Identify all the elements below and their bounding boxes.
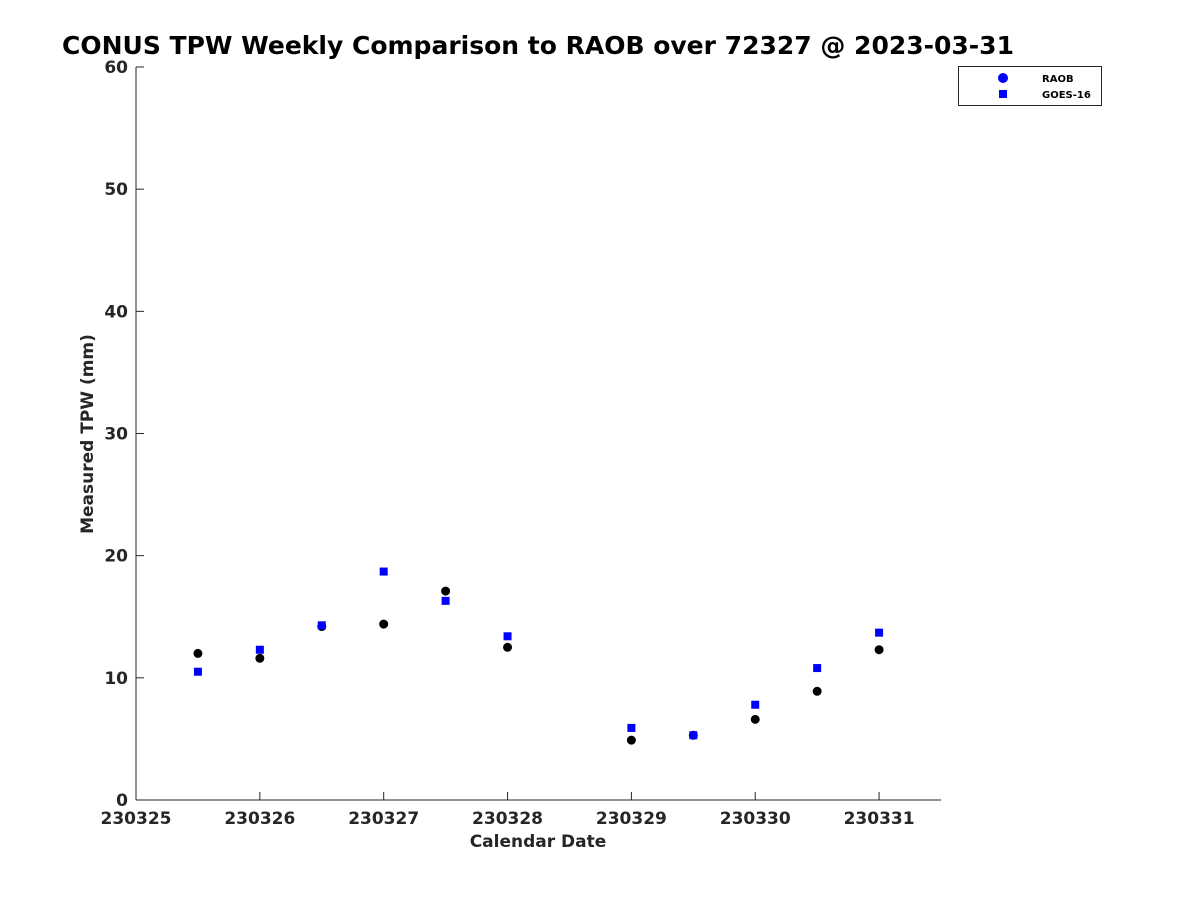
y-ticks: 0 10 20 30 40 50 60	[104, 58, 144, 811]
x-tick-label: 230326	[224, 809, 295, 829]
raob-point	[626, 735, 636, 745]
legend-label-raob: RAOB	[1042, 74, 1074, 85]
goes-16-point	[627, 723, 636, 732]
y-axis-label: Measured TPW (mm)	[78, 334, 98, 534]
goes-16-point	[193, 667, 202, 676]
x-tick-label: 230329	[596, 809, 667, 829]
goes-16-point	[317, 621, 326, 630]
chart-title: CONUS TPW Weekly Comparison to RAOB over…	[62, 31, 1014, 60]
goes-16-point	[751, 700, 760, 709]
legend-label-goes-16: GOES-16	[1042, 90, 1091, 101]
goes-16-point	[689, 731, 698, 740]
y-tick-label: 20	[104, 547, 128, 567]
y-tick-label: 0	[116, 791, 128, 811]
goes-16-point	[255, 645, 264, 654]
x-tick-label: 230330	[720, 809, 791, 829]
raob-point	[750, 714, 760, 724]
legend-marker-goes-16	[999, 90, 1007, 98]
raob-point	[812, 686, 822, 696]
x-tick-label: 230331	[844, 809, 915, 829]
raob-point	[503, 642, 513, 652]
raob-point	[255, 653, 265, 663]
legend-marker-raob	[998, 73, 1008, 83]
goes-16-point	[875, 628, 884, 637]
raob-point	[193, 648, 203, 658]
raob-point	[379, 619, 389, 629]
y-tick-label: 60	[104, 58, 128, 78]
goes-16-point	[441, 596, 450, 605]
x-ticks: 230325 230326 230327 230328 230329 230330 2303…	[101, 792, 915, 829]
x-tick-label: 230328	[472, 809, 543, 829]
raob-point	[441, 586, 451, 596]
y-tick-label: 50	[104, 180, 128, 200]
x-tick-label: 230327	[348, 809, 419, 829]
legend: RAOB GOES-16	[958, 66, 1102, 106]
legend-box	[958, 66, 1102, 106]
goes-16-point	[379, 567, 388, 576]
y-tick-label: 40	[104, 302, 128, 322]
y-tick-label: 10	[104, 669, 128, 689]
goes-16-point	[503, 632, 512, 641]
x-tick-label: 230325	[101, 809, 172, 829]
raob-point	[874, 645, 884, 655]
data-points	[193, 567, 884, 745]
x-axis-label: Calendar Date	[470, 832, 607, 852]
y-tick-label: 30	[104, 425, 128, 445]
goes-16-point	[813, 664, 822, 673]
legend-items: RAOB GOES-16	[998, 73, 1091, 101]
